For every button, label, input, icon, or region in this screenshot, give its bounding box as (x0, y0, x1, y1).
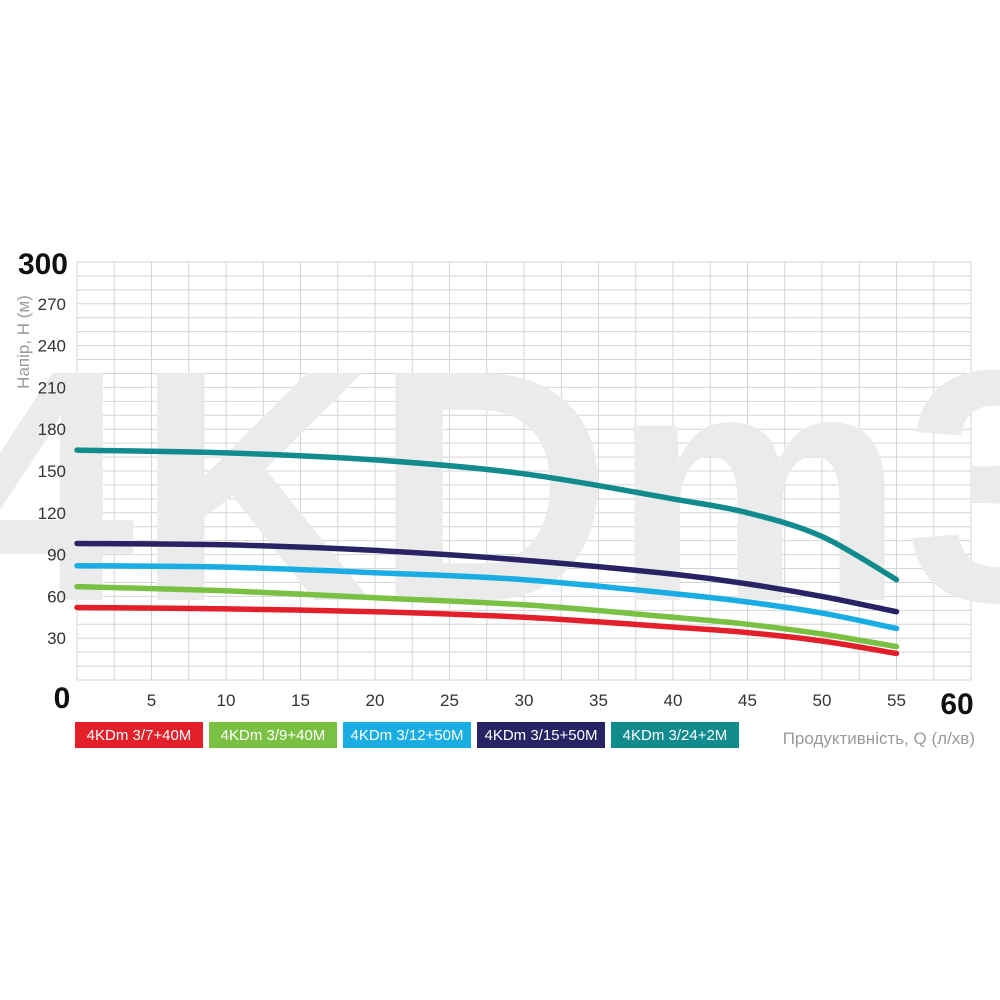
y-tick-label: 210 (38, 378, 66, 397)
legend-swatch (343, 722, 471, 748)
y-tick-labels: 30 60 90 120 150 180 210 240 270 300 (18, 248, 68, 648)
series-line (74, 540, 900, 615)
series-line (74, 604, 900, 657)
y-tick-label: 300 (18, 248, 68, 281)
x-tick-label: 0 (54, 682, 71, 715)
x-tick-label: 30 (515, 691, 534, 710)
x-axis-label: Продуктивність, Q (л/хв) (783, 729, 975, 748)
legend-label: 4KDm 3/9+40M (221, 727, 326, 744)
y-tick-label: 90 (47, 546, 66, 565)
x-tick-label: 55 (887, 691, 906, 710)
x-tick-label: 45 (738, 691, 757, 710)
x-tick-label: 10 (217, 691, 236, 710)
y-tick-label: 120 (38, 504, 66, 523)
series-lines (74, 447, 900, 657)
y-tick-label: 270 (38, 295, 66, 314)
legend-swatch (75, 722, 203, 748)
y-tick-label: 60 (47, 587, 66, 606)
legend-label: 4KDm 3/7+40M (87, 727, 192, 744)
legend-label: 4KDm 3/12+50M (351, 727, 464, 744)
x-tick-label: 5 (147, 691, 156, 710)
x-tick-label: 15 (291, 691, 310, 710)
x-tick-labels: 0 5 10 15 20 25 30 35 40 45 50 55 60 (54, 682, 974, 721)
legend-label: 4KDm 3/24+2M (623, 727, 728, 744)
y-tick-label: 240 (38, 337, 66, 356)
x-tick-label: 50 (813, 691, 832, 710)
x-tick-label: 40 (664, 691, 683, 710)
series-line (74, 562, 900, 632)
legend-label: 4KDm 3/15+50M (485, 727, 598, 744)
y-tick-label: 30 (47, 629, 66, 648)
y-tick-label: 150 (38, 462, 66, 481)
x-tick-label: 60 (940, 688, 973, 721)
series-line (74, 583, 900, 650)
series-line (74, 447, 900, 583)
x-tick-label: 20 (366, 691, 385, 710)
legend-swatch (611, 722, 739, 748)
legend: 4KDm 3/7+40M 4KDm 3/9+40M 4KDm 3/12+50M 4KD… (75, 722, 739, 748)
legend-swatch (209, 722, 337, 748)
legend-swatch (477, 722, 605, 748)
x-tick-label: 25 (440, 691, 459, 710)
y-tick-label: 180 (38, 420, 66, 439)
x-tick-label: 35 (589, 691, 608, 710)
y-axis-label: Напір, Н (м) (14, 295, 33, 389)
